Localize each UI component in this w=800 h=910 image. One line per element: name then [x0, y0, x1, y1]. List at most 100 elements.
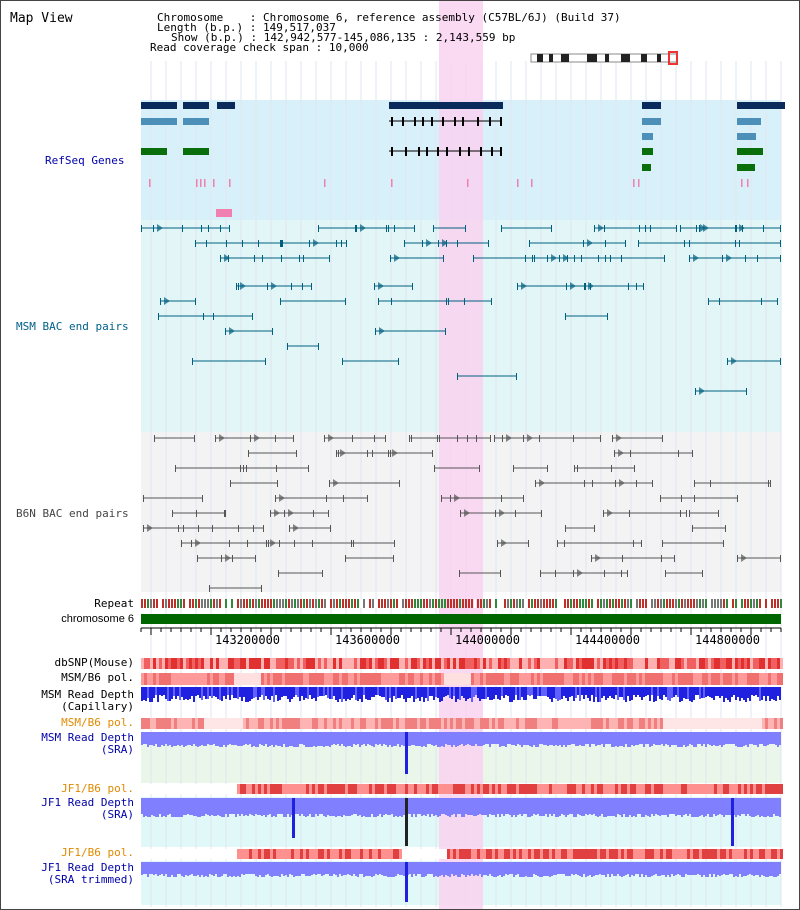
depth-bar: [547, 798, 549, 817]
polymorphism-mark: [474, 784, 477, 794]
bac-end: [195, 240, 196, 247]
depth-bar: [647, 798, 649, 816]
polymorphism-mark: [432, 658, 435, 669]
bac-end-arrow: [699, 387, 705, 395]
polymorphism-mark: [585, 718, 588, 729]
bac-end: [645, 225, 646, 232]
depth-bar: [463, 798, 465, 817]
polymorphism-mark: [582, 658, 585, 669]
depth-bar: [367, 862, 369, 876]
repeat-mark: [633, 599, 635, 608]
bac-end-arrow: [506, 434, 512, 442]
polymorphism-mark: [513, 784, 516, 794]
track-label-b6n-bac[interactable]: B6N BAC end pairs: [16, 507, 129, 520]
repeat-mark: [306, 599, 308, 608]
bac-end: [615, 480, 616, 487]
polymorphism-mark: [171, 658, 174, 669]
depth-bar: [579, 862, 581, 876]
depth-bar: [387, 862, 389, 877]
depth-bar: [239, 687, 241, 697]
polymorphism-mark: [297, 658, 300, 669]
depth-bar: [195, 798, 197, 816]
polymorphism-mark: [309, 673, 312, 685]
depth-bar: [387, 687, 389, 702]
polymorphism-mark: [324, 718, 327, 729]
track-label-msm-bac[interactable]: MSM BAC end pairs: [16, 320, 129, 333]
depth-bar: [179, 687, 181, 700]
depth-bar: [601, 862, 603, 875]
repeat-mark: [705, 599, 707, 608]
polymorphism-mark: [486, 849, 489, 859]
polymorphism-mark: [684, 673, 687, 685]
depth-bar: [607, 687, 609, 698]
bac-end: [692, 450, 693, 457]
page-title: Map View: [10, 11, 73, 26]
depth-bar: [447, 732, 449, 745]
polymorphism-mark: [621, 673, 624, 685]
bac-end: [551, 225, 552, 232]
polymorphism-mark: [189, 673, 192, 685]
bac-end: [433, 225, 434, 232]
polymorphism-mark: [426, 658, 429, 669]
depth-bar: [153, 732, 155, 746]
depth-bar: [721, 732, 723, 747]
depth-bar: [231, 687, 233, 695]
depth-bar: [431, 687, 433, 696]
depth-bar: [559, 732, 561, 745]
polymorphism-mark: [447, 849, 450, 859]
polymorphism-mark: [519, 784, 522, 794]
depth-bar: [353, 732, 355, 744]
depth-bar: [409, 862, 411, 874]
depth-bar: [239, 798, 241, 816]
polymorphism-mark: [225, 658, 228, 669]
polymorphism-mark: [672, 658, 675, 669]
depth-bar: [573, 732, 575, 744]
polymorphism-mark: [576, 673, 579, 685]
polymorphism-mark: [327, 849, 330, 859]
polymorphism-mark: [162, 849, 165, 859]
polymorphism-mark: [696, 658, 699, 669]
polymorphism-mark: [372, 658, 375, 669]
depth-bar: [413, 862, 415, 874]
gene-exon: [459, 147, 461, 156]
polymorphism-mark: [402, 784, 405, 794]
gene-exon: [477, 117, 479, 126]
depth-bar: [715, 732, 717, 746]
depth-bar: [621, 687, 623, 697]
depth-bar: [161, 732, 163, 745]
bac-end: [574, 255, 575, 262]
bac-end: [513, 465, 514, 472]
depth-bar: [483, 862, 485, 875]
polymorphism-mark: [747, 784, 750, 794]
polymorphism-mark: [189, 784, 192, 794]
polymorphism-mark: [354, 658, 357, 669]
polymorphism-mark: [603, 784, 606, 794]
polymorphism-mark: [294, 784, 297, 794]
polymorphism-mark: [477, 673, 480, 685]
polymorphism-mark: [543, 718, 546, 729]
polymorphism-mark: [360, 673, 363, 685]
repeat-mark: [777, 599, 779, 608]
bac-end: [627, 570, 628, 577]
depth-bar: [765, 798, 767, 817]
repeat-mark: [420, 599, 422, 608]
bac-end: [313, 510, 314, 517]
depth-bar: [639, 732, 641, 744]
depth-bar: [393, 798, 395, 817]
polymorphism-mark: [300, 673, 303, 685]
depth-bar: [671, 862, 673, 874]
repeat-mark: [555, 599, 557, 608]
repeat-mark: [465, 599, 467, 608]
depth-bar: [209, 687, 211, 696]
depth-bar: [517, 862, 519, 874]
bac-end-arrow: [379, 327, 385, 335]
depth-bar: [179, 798, 181, 817]
depth-bar: [157, 798, 159, 817]
depth-bar: [187, 798, 189, 814]
depth-bar: [733, 687, 735, 695]
polymorphism-mark: [315, 673, 318, 685]
depth-bar: [201, 862, 203, 875]
polymorphism-mark: [483, 784, 486, 794]
track-label-refseq[interactable]: RefSeq Genes: [45, 154, 125, 167]
